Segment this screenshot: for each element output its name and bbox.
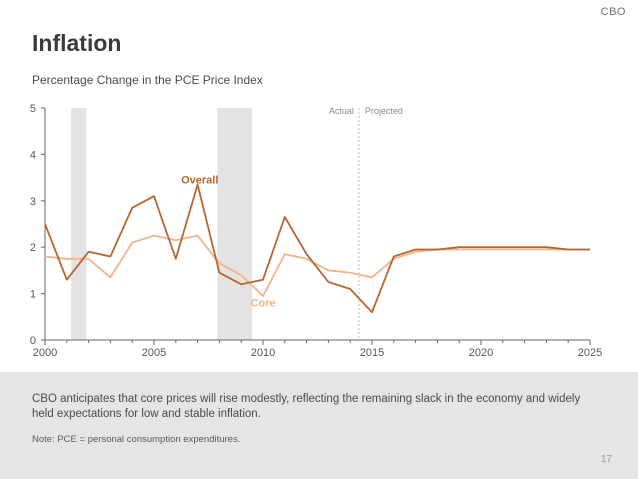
y-tick-label: 2 [30,242,36,254]
x-tick-label: 2010 [251,347,275,359]
recession-band-1 [71,108,87,340]
cbo-brand: CBO [600,6,626,18]
series-line-overall [44,183,590,314]
x-tick-label: 2005 [142,347,166,359]
recession-band-2 [217,108,253,340]
x-tick-label: 2000 [33,347,57,359]
y-tick-label: 1 [30,289,36,301]
x-tick-label: 2020 [469,347,493,359]
page-title: Inflation [32,30,122,56]
footer-text: CBO anticipates that core prices will ri… [32,393,581,420]
x-tick-label: 2015 [360,347,384,359]
x-tick-label: 2025 [578,347,602,359]
y-tick-label: 0 [30,335,36,347]
page-number: 17 [600,454,612,465]
inflation-chart: Actual Projected 0 1 2 3 4 5 2000 2005 2010 2015 202… [30,103,602,359]
chart-subtitle: Percentage Change in the PCE Price Index [32,73,263,87]
series-line-core [44,234,590,297]
series-label-core: Core [250,298,275,310]
footer-panel: CBO anticipates that core prices will ri… [0,372,638,479]
projected-label: Projected [365,106,403,116]
footer-note: Note: PCE = personal consumption expendi… [32,434,241,445]
y-tick-label: 4 [30,149,36,161]
actual-label: Actual [329,106,354,116]
y-tick-label: 5 [30,103,36,115]
series-label-overall: Overall [181,175,218,187]
y-tick-label: 3 [30,196,36,208]
